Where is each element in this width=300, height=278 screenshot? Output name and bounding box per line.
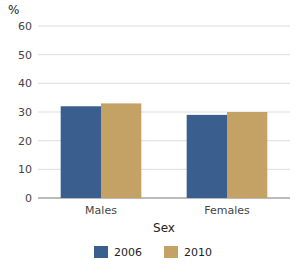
y-axis-label: % bbox=[8, 3, 19, 17]
legend-swatch bbox=[94, 246, 108, 258]
bar bbox=[227, 112, 267, 198]
x-axis-label: Sex bbox=[153, 221, 175, 235]
chart-container: 0 10 20 30 40 50 60 Males Females Sex% 2006 2010 bbox=[0, 0, 300, 278]
grid-line bbox=[38, 54, 290, 55]
y-tick-label: 0 bbox=[25, 192, 32, 205]
y-tick-label: 10 bbox=[18, 163, 32, 176]
y-tick-label: 50 bbox=[18, 49, 32, 62]
bars bbox=[61, 103, 268, 198]
x-tick-label: Males bbox=[85, 204, 117, 217]
x-tick-label: Females bbox=[204, 204, 250, 217]
legend: 2006 2010 bbox=[94, 246, 212, 259]
bar bbox=[61, 106, 101, 198]
grid-line bbox=[38, 83, 290, 84]
legend-label: 2010 bbox=[184, 246, 212, 259]
legend-swatch bbox=[164, 246, 178, 258]
bar bbox=[187, 115, 227, 198]
y-tick-label: 40 bbox=[18, 77, 32, 90]
grid-line bbox=[38, 26, 290, 27]
y-tick-label: 20 bbox=[18, 135, 32, 148]
bar bbox=[101, 103, 141, 198]
y-tick-label: 60 bbox=[18, 20, 32, 33]
chart-svg: 0 10 20 30 40 50 60 Males Females Sex% 2006 2010 bbox=[0, 0, 300, 278]
legend-label: 2006 bbox=[114, 246, 142, 259]
y-tick-label: 30 bbox=[18, 106, 32, 119]
